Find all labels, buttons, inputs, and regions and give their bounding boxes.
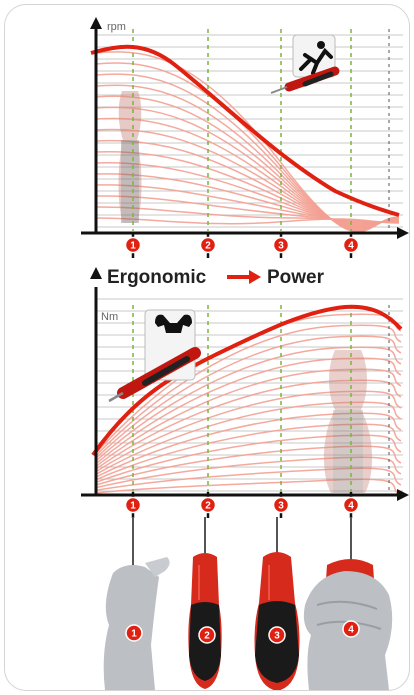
torque-fan-curve-2 xyxy=(95,335,402,459)
torque-fan-curve-12 xyxy=(95,445,402,486)
torque-badge-3 xyxy=(272,496,290,514)
photo-badge-label-1: 1 xyxy=(131,629,137,640)
strength-icon xyxy=(108,309,201,403)
torque-badge-label-1: 1 xyxy=(130,501,136,512)
screwdriver-3 xyxy=(254,552,300,690)
torque-badge-2 xyxy=(199,496,217,514)
title-power: Power xyxy=(267,267,325,288)
torque-fan-curve-11 xyxy=(95,434,402,484)
rpm-fan-curve-7 xyxy=(95,128,400,227)
photo-badge-4 xyxy=(342,620,360,638)
torque-fan-curve-1 xyxy=(95,324,402,457)
photo-badge-label-4: 4 xyxy=(348,625,354,636)
photo-badge-3 xyxy=(268,626,286,644)
rpm-badge-3 xyxy=(272,236,290,254)
torque-fan-curve-9 xyxy=(95,412,402,478)
diagram-card: rpm 1 2 3 4 Ergonomic Power xyxy=(4,4,410,691)
speed-icon xyxy=(270,34,340,94)
title-arrow-up xyxy=(90,267,102,279)
torque-fan-curve-4 xyxy=(95,357,402,465)
photo-badge-label-3: 3 xyxy=(274,631,280,642)
rpm-badge-label-1: 1 xyxy=(130,241,136,252)
photo-badge-1 xyxy=(125,624,143,642)
torque-fan-curve-10 xyxy=(95,423,402,481)
rpm-fan-curve-2 xyxy=(95,73,400,231)
torque-fan-curve-13 xyxy=(95,456,402,489)
torque-fan-curve-15 xyxy=(95,478,402,497)
narrow-handle-ghost xyxy=(118,91,142,223)
screwdriver-1 xyxy=(103,557,170,690)
torque-curve-fan xyxy=(95,313,402,497)
rpm-badge-label-2: 2 xyxy=(205,241,211,252)
torque-fan-curve-5 xyxy=(95,368,402,467)
rpm-axis-label: rpm xyxy=(107,21,126,33)
torque-marker-lines xyxy=(132,305,390,493)
photo-badge-label-2: 2 xyxy=(204,631,210,642)
torque-fan-curve-8 xyxy=(95,401,402,475)
photo-badges: 1 2 3 4 xyxy=(125,620,360,644)
wide-handle-ghost xyxy=(323,350,373,493)
rpm-curve-fan xyxy=(95,51,400,233)
rpm-badge-1 xyxy=(124,236,142,254)
rpm-x-axis-arrow xyxy=(397,227,409,239)
rpm-badge-4 xyxy=(342,236,360,254)
rpm-markers: 1 2 3 4 xyxy=(124,232,360,258)
torque-badge-label-4: 4 xyxy=(348,501,354,512)
torque-fan-curve-3 xyxy=(95,346,402,462)
torque-main-curve xyxy=(91,304,403,457)
torque-badge-4 xyxy=(342,496,360,514)
torque-chart: Ergonomic Power Nm 1 2 3 4 xyxy=(81,267,409,518)
rpm-fan-curve-15 xyxy=(95,217,400,225)
torque-badge-label-2: 2 xyxy=(205,501,211,512)
rpm-chart: rpm 1 2 3 4 xyxy=(81,17,409,258)
torque-x-axis-arrow xyxy=(397,489,409,501)
torque-fan-curve-14 xyxy=(95,467,402,492)
torque-markers: 1 2 3 4 xyxy=(124,492,360,518)
title-ergonomic: Ergonomic xyxy=(107,267,207,288)
rpm-badge-label-3: 3 xyxy=(278,241,284,252)
title-arrow-right xyxy=(227,270,261,284)
screwdriver-2 xyxy=(188,553,222,689)
diagram-canvas: rpm 1 2 3 4 Ergonomic Power xyxy=(81,17,409,690)
torque-fan-curve-7 xyxy=(95,390,402,473)
photo-badge-2 xyxy=(198,626,216,644)
nm-axis-label: Nm xyxy=(101,311,118,323)
rpm-badge-2 xyxy=(199,236,217,254)
torque-badge-label-3: 3 xyxy=(278,501,284,512)
rpm-y-axis-arrow xyxy=(90,17,102,29)
rpm-fan-curve-1 xyxy=(95,62,400,232)
screwdriver-photos: 1 2 3 4 xyxy=(103,517,393,690)
torque-badge-1 xyxy=(124,496,142,514)
rpm-main-curve xyxy=(90,44,400,217)
rpm-badge-label-4: 4 xyxy=(348,241,354,252)
torque-fan-curve-6 xyxy=(95,379,402,470)
